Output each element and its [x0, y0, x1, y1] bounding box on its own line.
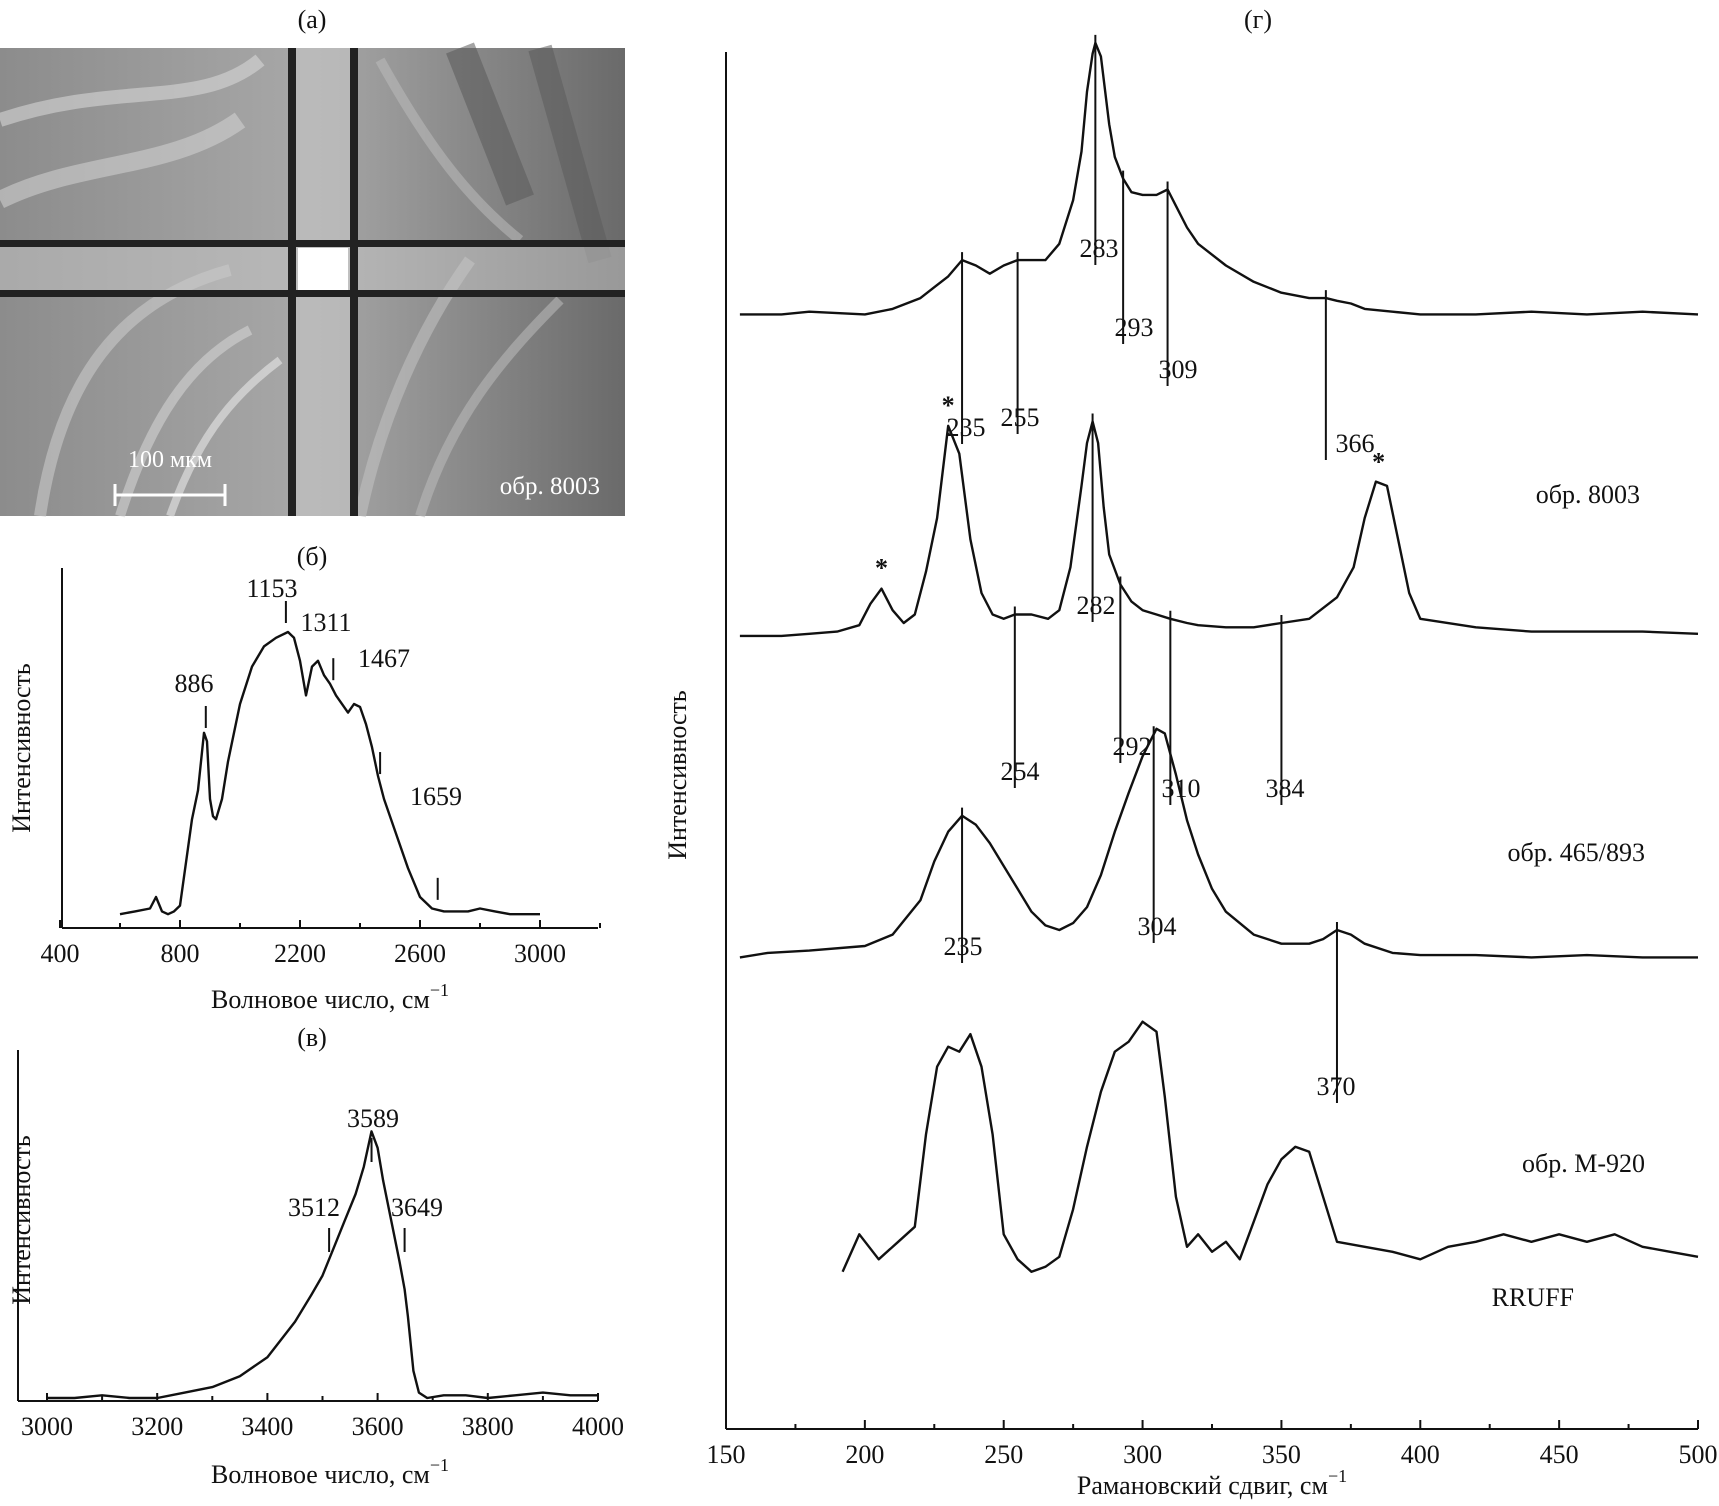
x-tick-label: 150 [707, 1440, 746, 1469]
x-axis-label-text: Волновое число, см [211, 1460, 430, 1489]
peak-label: 3589 [347, 1104, 399, 1133]
peak-label: 384 [1266, 774, 1305, 803]
x-axis-label: Волновое число, см−1 [211, 980, 449, 1014]
x-axis-label-superscript: −1 [430, 980, 449, 1000]
x-axis-label: Рамановский сдвиг, см−1 [1077, 1466, 1347, 1500]
x-tick-label: 800 [161, 939, 200, 968]
chart-b: (б) 400 800 2200 2600 3000 Волновое число, см−… [7, 542, 601, 1014]
x-tick-label: 4000 [572, 1412, 624, 1441]
panel-label-v: (в) [297, 1023, 327, 1052]
x-tick-label: 3600 [352, 1412, 404, 1441]
x-tick-label: 300 [1123, 1440, 1162, 1469]
x-axis-label-text: Рамановский сдвиг, см [1077, 1471, 1328, 1500]
x-tick-label: 400 [41, 939, 80, 968]
series-name-label: RRUFF [1492, 1283, 1574, 1312]
panel-label-g: (г) [1244, 5, 1272, 34]
crosshair-line [0, 240, 625, 247]
series-line-3 [841, 1020, 1699, 1273]
series-name-label: обр. М-920 [1522, 1149, 1645, 1178]
peak-label: 1659 [410, 782, 462, 811]
peak-label: 3649 [391, 1193, 443, 1222]
x-axis-label-text: Волновое число, см [211, 985, 430, 1014]
x-tick-label: 400 [1401, 1440, 1440, 1469]
micrograph-texture [0, 42, 612, 518]
x-tick-label: 250 [984, 1440, 1023, 1469]
series-line-2 [739, 727, 1698, 959]
peak-label: 282 [1077, 591, 1116, 620]
peak-label: 1311 [300, 608, 351, 637]
peak-label: 235 [947, 413, 986, 442]
micrograph-panel: (а) 100 мкм обр. 8003 [0, 5, 625, 518]
star-mark: * [875, 554, 888, 583]
series-line [47, 1130, 598, 1400]
series-line-1 [739, 420, 1699, 638]
x-axis-label-superscript: −1 [430, 1455, 449, 1475]
peak-label: 1467 [358, 644, 410, 673]
peak-label: 254 [1001, 757, 1040, 786]
x-tick-label: 3000 [514, 939, 566, 968]
chart-v: (в) 3000 3200 3400 3600 3800 4000 Волновое числ… [7, 1023, 624, 1489]
peak-label: 293 [1115, 313, 1154, 342]
crosshair-line [350, 48, 358, 516]
series-name-label: обр. 8003 [1536, 480, 1640, 509]
star-mark: * [942, 391, 955, 420]
micrograph-sample-label: обр. 8003 [500, 473, 600, 500]
panel-label-b: (б) [297, 542, 328, 571]
peak-label: 370 [1317, 1072, 1356, 1101]
y-axis-label: Интенсивность [7, 663, 36, 833]
y-axis-label: Интенсивность [663, 690, 692, 860]
x-tick-label: 450 [1540, 1440, 1579, 1469]
x-tick-label: 2200 [274, 939, 326, 968]
crosshair-line [288, 48, 296, 516]
x-tick-label: 350 [1262, 1440, 1301, 1469]
x-tick-label: 200 [845, 1440, 884, 1469]
peak-label: 255 [1001, 403, 1040, 432]
peak-label: 1153 [246, 574, 297, 603]
peak-label: 3512 [288, 1193, 340, 1222]
peak-label: 309 [1159, 355, 1198, 384]
laser-spot [298, 248, 348, 292]
x-tick-label: 2600 [394, 939, 446, 968]
x-tick-label: 3800 [462, 1412, 514, 1441]
peak-label: 235 [944, 932, 983, 961]
scale-bar-label: 100 мкм [128, 447, 212, 473]
peak-label: 310 [1162, 774, 1201, 803]
x-tick-label: 3400 [241, 1412, 293, 1441]
peak-label: 283 [1080, 234, 1119, 263]
peak-label: 292 [1113, 732, 1152, 761]
x-tick-label: 3200 [131, 1412, 183, 1441]
chart-g: (г) 150 200 250 300 350 400 450 500 Рамановский с… [663, 5, 1718, 1500]
series-line-0 [739, 41, 1699, 316]
peak-label: 366 [1336, 429, 1375, 458]
series-line [119, 630, 540, 916]
crosshair-line [0, 290, 625, 297]
peak-label: 304 [1138, 912, 1177, 941]
panel-label-a: (а) [298, 5, 327, 34]
star-mark: * [1372, 448, 1385, 477]
x-axis-label-superscript: −1 [1328, 1466, 1347, 1486]
series-name-label: обр. 465/893 [1508, 838, 1645, 867]
x-tick-label: 3000 [21, 1412, 73, 1441]
x-axis-label: Волновое число, см−1 [211, 1455, 449, 1489]
peak-label: 886 [175, 669, 214, 698]
x-tick-label: 500 [1679, 1440, 1718, 1469]
y-axis-label: Интенсивность [7, 1135, 36, 1305]
